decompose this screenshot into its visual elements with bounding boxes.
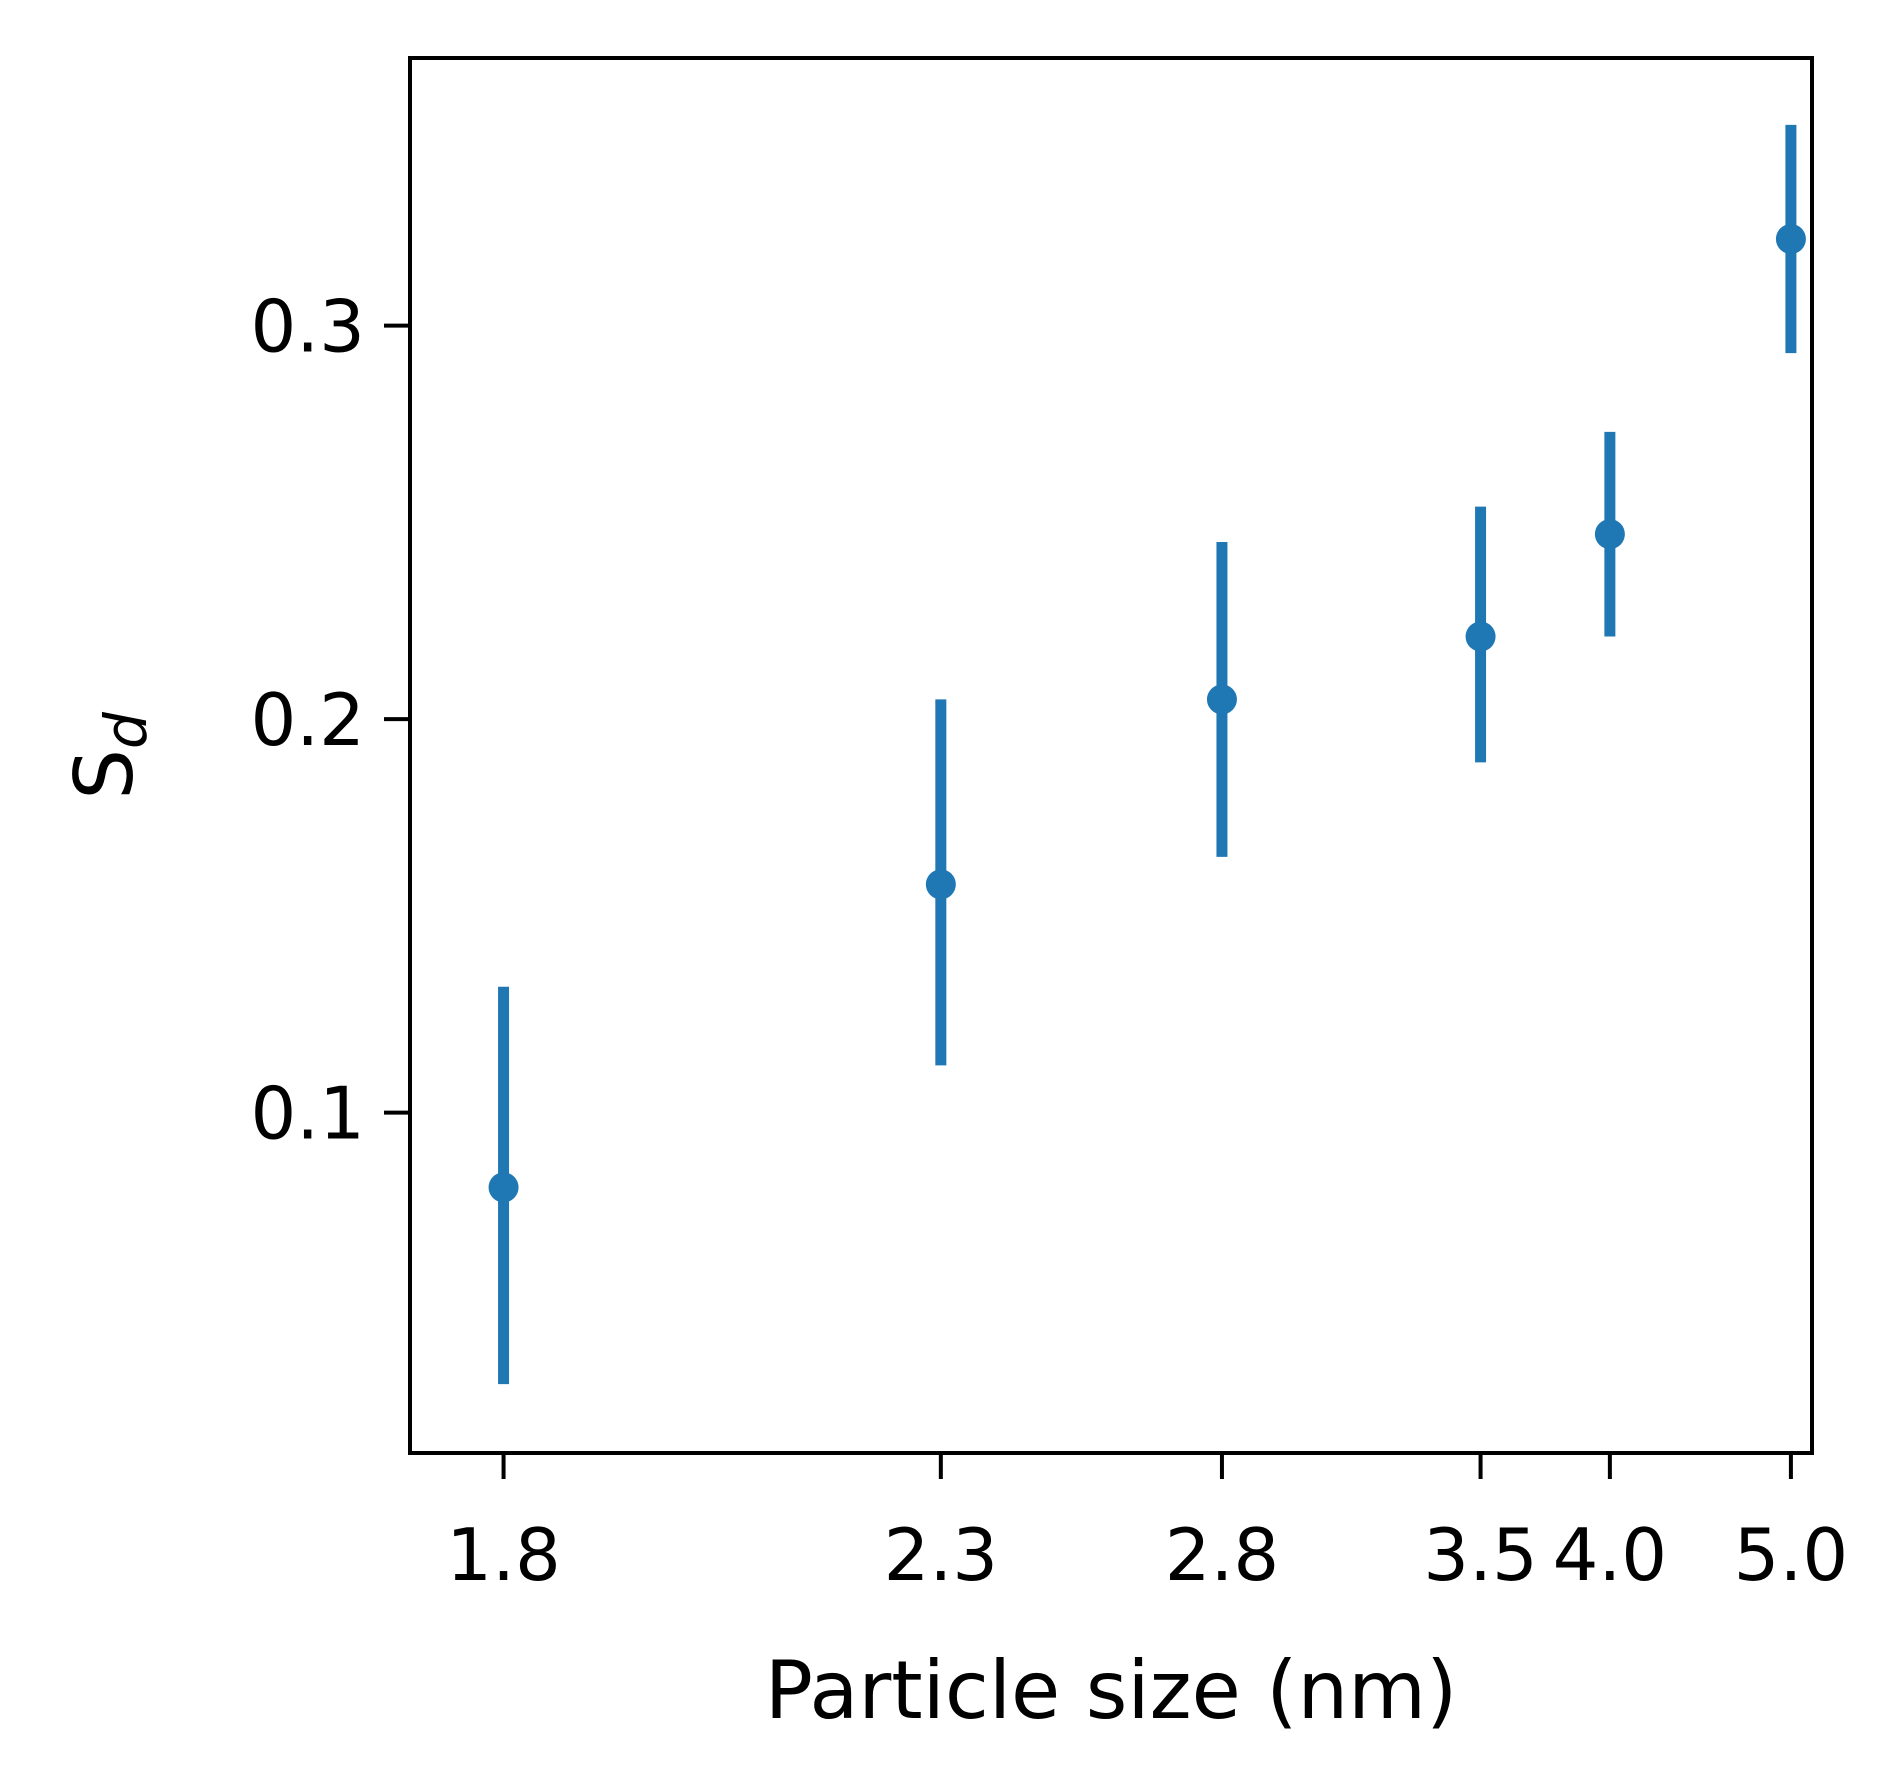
plot-area [408, 56, 1814, 1455]
data-point [1465, 621, 1496, 652]
y-tick-label: 0.2 [250, 678, 365, 762]
x-tick-label: 5.0 [1734, 1513, 1849, 1597]
data-point [488, 1172, 519, 1203]
data-point [1775, 224, 1806, 255]
y-axis-label: Sd [58, 711, 160, 800]
data-point [1594, 519, 1625, 550]
x-tick-label: 2.8 [1165, 1513, 1280, 1597]
y-axis: 0.1 0.2 0.3 [250, 285, 410, 1156]
x-axis: 1.8 2.3 2.8 3.5 4.0 5.0 [446, 1453, 1848, 1597]
y-tick-label: 0.3 [250, 285, 365, 369]
data-series [488, 124, 1806, 1385]
y-tick-label: 0.1 [250, 1072, 365, 1156]
data-point [1206, 684, 1237, 715]
data-point [925, 869, 956, 900]
y-axis-label-subscript: d [92, 711, 160, 749]
x-tick-label: 2.3 [884, 1513, 999, 1597]
x-axis-label: Particle size (nm) [765, 1644, 1458, 1737]
y-axis-label-base: S [58, 749, 151, 800]
x-tick-label: 3.5 [1423, 1513, 1538, 1597]
x-tick-label: 1.8 [446, 1513, 561, 1597]
x-tick-label: 4.0 [1553, 1513, 1668, 1597]
